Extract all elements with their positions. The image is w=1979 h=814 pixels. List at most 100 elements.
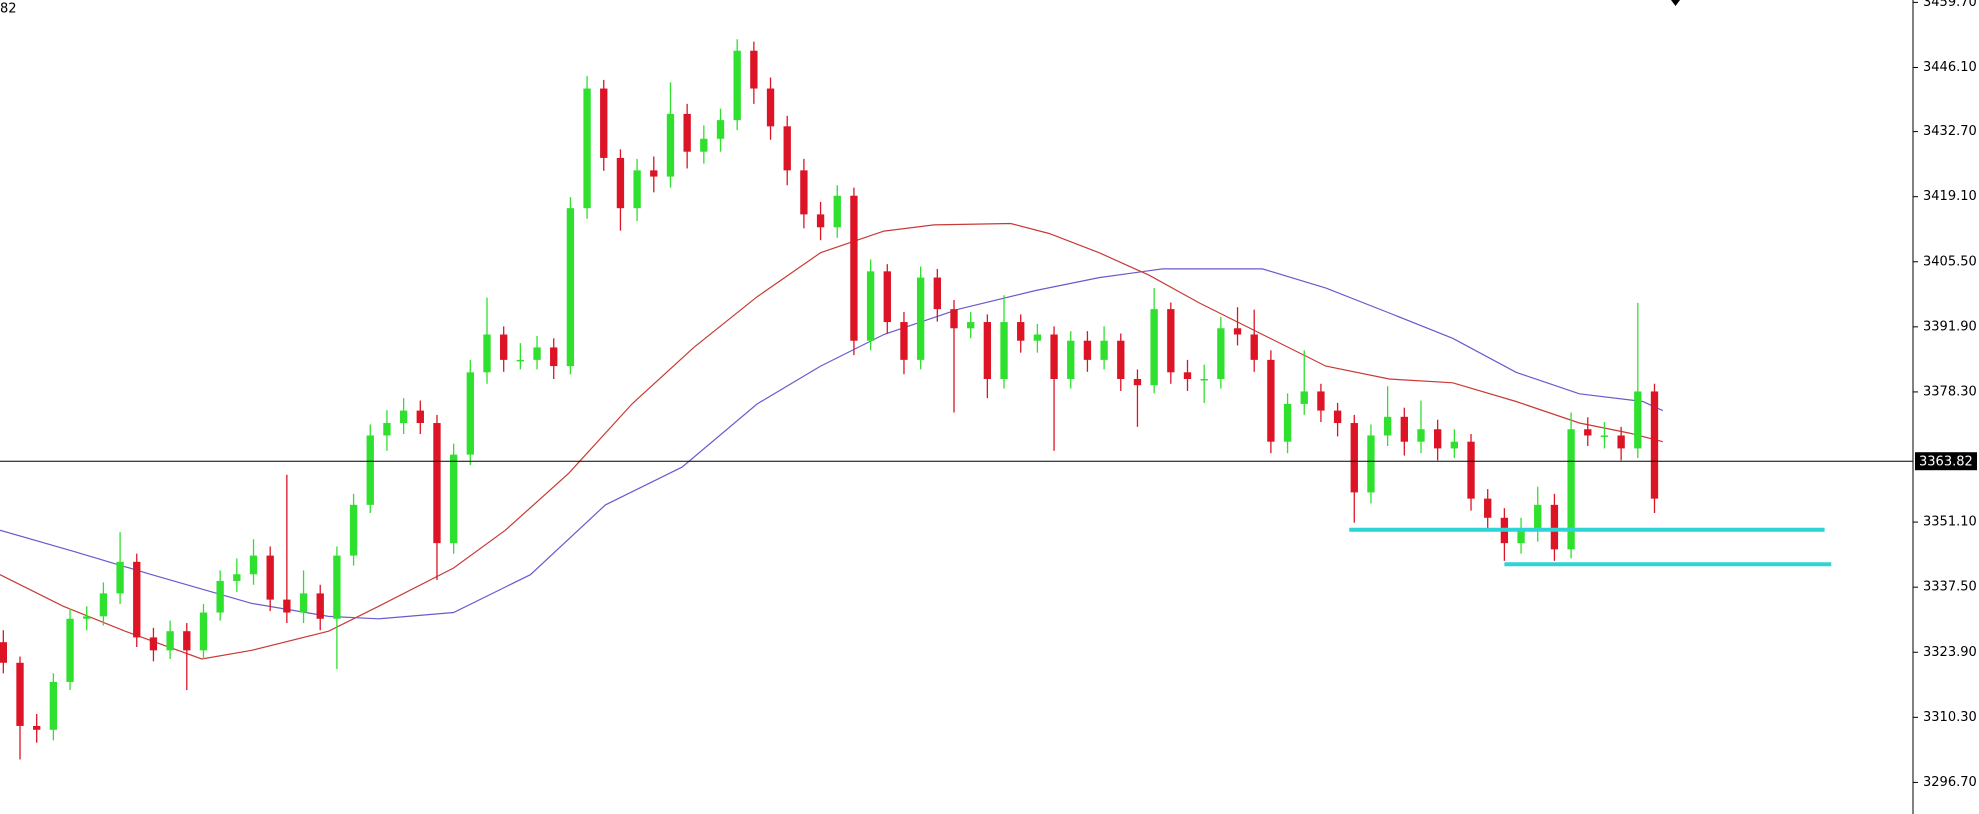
candle-body [1467, 441, 1475, 499]
candle-body [66, 618, 74, 682]
candle-body [383, 423, 391, 436]
candle-body [1167, 309, 1175, 373]
y-tick-label: 3459.70 [1923, 0, 1977, 10]
candle-body [199, 612, 208, 651]
candle-body [1484, 498, 1492, 518]
candle-body [650, 170, 658, 177]
candle-body [1150, 309, 1158, 386]
candle-body [33, 725, 41, 730]
candle-body [616, 157, 625, 209]
candle-body [733, 50, 741, 121]
candle-body [916, 277, 925, 360]
corner-label: 82 [0, 2, 17, 17]
candle-body [633, 170, 641, 209]
candle-body [550, 347, 558, 367]
y-tick-label: 3351.10 [1923, 515, 1977, 530]
candle-body [83, 616, 91, 619]
candle-body [1283, 403, 1292, 442]
marker [1671, 0, 1680, 6]
candle-body [583, 88, 591, 209]
candle-body [1050, 334, 1058, 380]
price-label: 3363.82 [1919, 455, 1973, 470]
candle-body [1600, 435, 1609, 437]
candle-body [967, 322, 975, 329]
candle-body [283, 599, 291, 613]
y-tick-label: 3405.50 [1923, 254, 1977, 269]
candle-body [16, 662, 24, 726]
candle-body [99, 593, 108, 617]
candle-body [316, 593, 324, 619]
y-tick-label: 3310.30 [1923, 710, 1977, 725]
candle-body [1650, 391, 1659, 499]
candle-body [883, 271, 891, 323]
candle-body [1550, 504, 1559, 550]
candle-body [1317, 391, 1325, 411]
candle-body [1517, 530, 1525, 544]
candle-body [1417, 429, 1425, 442]
candle-body [566, 208, 575, 367]
candle-body [866, 271, 875, 341]
candle-body [249, 555, 258, 575]
price-label-box [1915, 452, 1977, 471]
candle-body [1584, 429, 1592, 436]
candle-body [1017, 322, 1025, 341]
candle-body [600, 88, 608, 158]
candle-body [1033, 334, 1042, 341]
candle-body [716, 120, 725, 139]
candle-body [1400, 416, 1408, 442]
candle-body [816, 214, 825, 228]
candle-body [1534, 504, 1542, 531]
candle-body [1333, 410, 1342, 424]
candle-body [116, 561, 124, 594]
candle-body [1300, 391, 1308, 404]
candle-body [133, 561, 141, 638]
y-tick-label: 3296.70 [1923, 775, 1977, 790]
candle-body [466, 372, 474, 455]
candle-body [1183, 372, 1192, 380]
candle-body [683, 113, 691, 152]
candle-body [1450, 441, 1459, 449]
candle-body [783, 126, 791, 171]
candle-body [333, 555, 341, 619]
candle-body [1000, 322, 1008, 380]
candle-body [983, 322, 992, 380]
candle-body [500, 334, 508, 360]
candle-body [516, 359, 525, 362]
candle-body [1100, 340, 1108, 360]
candle-body [399, 410, 408, 424]
candle-body [950, 309, 958, 329]
y-tick-label: 3432.70 [1923, 124, 1977, 139]
y-tick-label: 3446.10 [1923, 60, 1977, 75]
y-tick-label: 3419.10 [1923, 189, 1977, 204]
candle-body [299, 593, 308, 613]
candle-body [216, 580, 224, 613]
y-tick-label: 3391.90 [1923, 319, 1977, 334]
candle-body [1083, 340, 1092, 360]
candle-body [1367, 435, 1375, 493]
candle-body [1433, 429, 1442, 449]
candle-body [1200, 379, 1208, 381]
candle-body [1233, 328, 1242, 335]
candle-body [1350, 423, 1358, 493]
candle-body [1267, 359, 1275, 442]
candle-body [1567, 429, 1575, 550]
candle-body [366, 435, 374, 505]
moving-average [0, 222, 1663, 660]
candle-body [449, 454, 458, 544]
candle-body [766, 88, 775, 127]
candle-body [483, 334, 491, 373]
candle-body [1383, 416, 1392, 436]
candle-body [700, 138, 708, 152]
candle-body [416, 410, 424, 424]
y-tick-label: 3378.30 [1923, 384, 1977, 399]
candle-body [266, 555, 274, 600]
candle-body [1067, 340, 1075, 380]
candle-body [1117, 340, 1125, 380]
candle-body [666, 113, 675, 177]
candle-body [933, 277, 941, 310]
candle-body [1250, 334, 1258, 360]
candle-body [1634, 391, 1642, 449]
candle-body [533, 347, 541, 360]
